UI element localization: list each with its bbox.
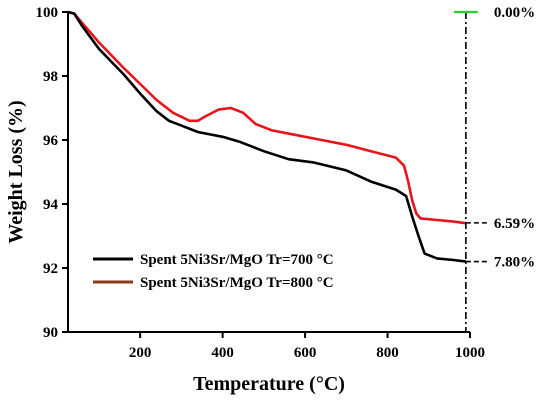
y-tick-label: 94: [43, 197, 59, 213]
annotation-label: 7.80%: [494, 255, 535, 271]
series-line-tr800: [67, 10, 467, 225]
annotation-label: 6.59%: [494, 216, 535, 232]
axes: [62, 11, 471, 338]
x-tick-label: 800: [376, 345, 399, 361]
y-tick-label: 96: [43, 133, 59, 149]
x-axis-label: Temperature (°C): [193, 373, 345, 395]
y-tick-label: 100: [36, 5, 59, 21]
tick-labels: 200 400 600 800 1000 90 92 94 96 98 100: [36, 5, 486, 361]
y-tick-label: 90: [43, 325, 58, 341]
x-tick-label: 400: [211, 345, 234, 361]
annotations: 0.00% 6.59% 7.80%: [453, 5, 535, 332]
series-line-tr700: [67, 10, 467, 263]
y-tick-label: 98: [43, 69, 58, 85]
plot-lines: [67, 10, 467, 263]
y-tick-label: 92: [43, 261, 58, 277]
x-tick-label: 1000: [455, 345, 485, 361]
annotation-label: 0.00%: [494, 5, 535, 21]
y-axis-label: Weight Loss (%): [5, 100, 27, 243]
x-tick-label: 200: [129, 345, 152, 361]
legend: Spent 5Ni3Sr/MgO Tr=700 °C Spent 5Ni3Sr/…: [93, 252, 334, 291]
legend-label-tr800: Spent 5Ni3Sr/MgO Tr=800 °C: [140, 275, 334, 291]
legend-label-tr700: Spent 5Ni3Sr/MgO Tr=700 °C: [140, 252, 334, 268]
x-tick-label: 600: [294, 345, 317, 361]
